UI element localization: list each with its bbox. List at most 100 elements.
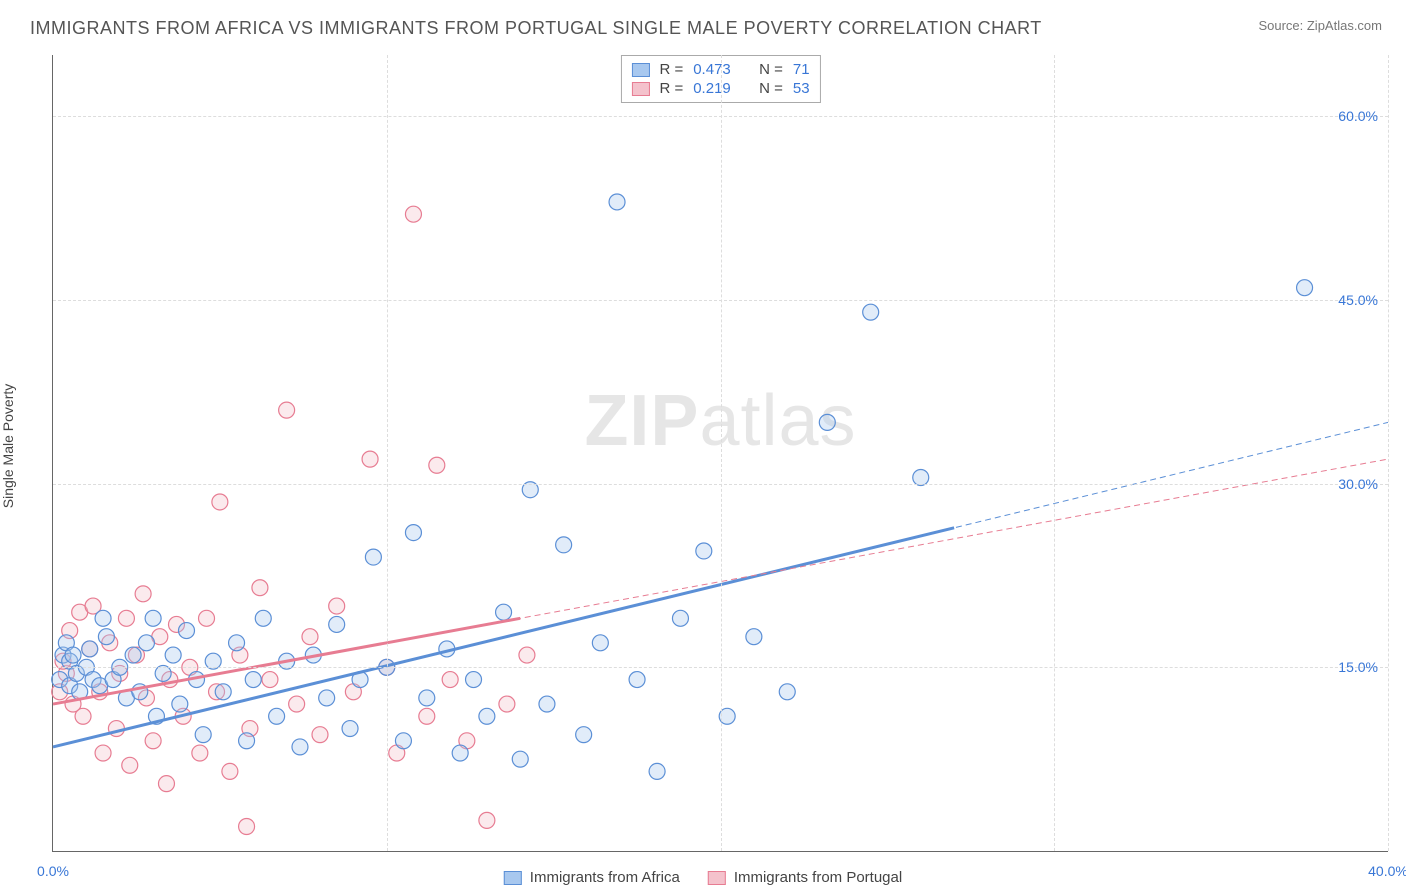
data-point (452, 745, 468, 761)
source-link[interactable]: ZipAtlas.com (1307, 18, 1382, 33)
data-point (609, 194, 625, 210)
plot-area: ZIPatlas R = 0.473 N = 71 R = 0.219 N = … (52, 55, 1388, 852)
data-point (172, 696, 188, 712)
data-point (329, 598, 345, 614)
data-point (405, 525, 421, 541)
data-point (195, 727, 211, 743)
data-point (245, 672, 261, 688)
gridline-v (387, 55, 388, 851)
data-point (65, 647, 81, 663)
data-point (496, 604, 512, 620)
source-label: Source: ZipAtlas.com (1258, 18, 1382, 33)
gridline-v (1054, 55, 1055, 851)
legend-swatch (631, 63, 649, 77)
chart-area: ZIPatlas R = 0.473 N = 71 R = 0.219 N = … (52, 55, 1388, 852)
n-label: N = (759, 80, 783, 97)
r-value: 0.473 (693, 61, 731, 78)
data-point (556, 537, 572, 553)
data-point (1297, 280, 1313, 296)
r-value: 0.219 (693, 80, 731, 97)
y-tick-label: 60.0% (1338, 108, 1378, 124)
data-point (576, 727, 592, 743)
data-point (312, 727, 328, 743)
data-point (95, 745, 111, 761)
data-point (222, 763, 238, 779)
data-point (319, 690, 335, 706)
data-point (279, 402, 295, 418)
r-label: R = (659, 80, 683, 97)
y-axis-label: Single Male Poverty (0, 384, 16, 509)
data-point (98, 629, 114, 645)
data-point (519, 647, 535, 663)
series-legend: Immigrants from Africa Immigrants from Po… (504, 869, 902, 886)
data-point (158, 776, 174, 792)
data-point (252, 580, 268, 596)
data-point (165, 647, 181, 663)
data-point (362, 451, 378, 467)
legend-swatch (631, 82, 649, 96)
data-point (395, 733, 411, 749)
data-point (138, 635, 154, 651)
data-point (215, 684, 231, 700)
data-point (145, 733, 161, 749)
data-point (405, 206, 421, 222)
data-point (779, 684, 795, 700)
data-point (649, 763, 665, 779)
data-point (499, 696, 515, 712)
data-point (122, 757, 138, 773)
data-point (179, 623, 195, 639)
legend-swatch (708, 871, 726, 885)
data-point (365, 549, 381, 565)
data-point (239, 819, 255, 835)
y-tick-label: 45.0% (1338, 292, 1378, 308)
legend-swatch (504, 871, 522, 885)
data-point (479, 708, 495, 724)
y-tick-label: 15.0% (1338, 659, 1378, 675)
data-point (95, 610, 111, 626)
data-point (292, 739, 308, 755)
data-point (419, 708, 435, 724)
data-point (212, 494, 228, 510)
legend-label: Immigrants from Africa (530, 869, 680, 886)
data-point (512, 751, 528, 767)
r-label: R = (659, 61, 683, 78)
data-point (82, 641, 98, 657)
data-point (269, 708, 285, 724)
data-point (262, 672, 278, 688)
data-point (466, 672, 482, 688)
data-point (289, 696, 305, 712)
data-point (429, 457, 445, 473)
data-point (539, 696, 555, 712)
data-point (746, 629, 762, 645)
data-point (672, 610, 688, 626)
data-point (229, 635, 245, 651)
data-point (329, 616, 345, 632)
n-value: 71 (793, 61, 810, 78)
data-point (819, 414, 835, 430)
data-point (125, 647, 141, 663)
gridline-v (721, 55, 722, 851)
data-point (255, 610, 271, 626)
data-point (629, 672, 645, 688)
n-label: N = (759, 61, 783, 78)
data-point (479, 812, 495, 828)
gridline-v (1388, 55, 1389, 851)
legend-label: Immigrants from Portugal (734, 869, 902, 886)
data-point (75, 708, 91, 724)
x-tick-label: 40.0% (1368, 863, 1406, 879)
data-point (342, 721, 358, 737)
legend-item: Immigrants from Portugal (708, 869, 902, 886)
data-point (719, 708, 735, 724)
data-point (135, 586, 151, 602)
data-point (145, 610, 161, 626)
data-point (239, 733, 255, 749)
data-point (192, 745, 208, 761)
y-tick-label: 30.0% (1338, 476, 1378, 492)
data-point (419, 690, 435, 706)
data-point (118, 610, 134, 626)
chart-title: IMMIGRANTS FROM AFRICA VS IMMIGRANTS FRO… (30, 18, 1042, 39)
data-point (592, 635, 608, 651)
n-value: 53 (793, 80, 810, 97)
data-point (442, 672, 458, 688)
data-point (696, 543, 712, 559)
